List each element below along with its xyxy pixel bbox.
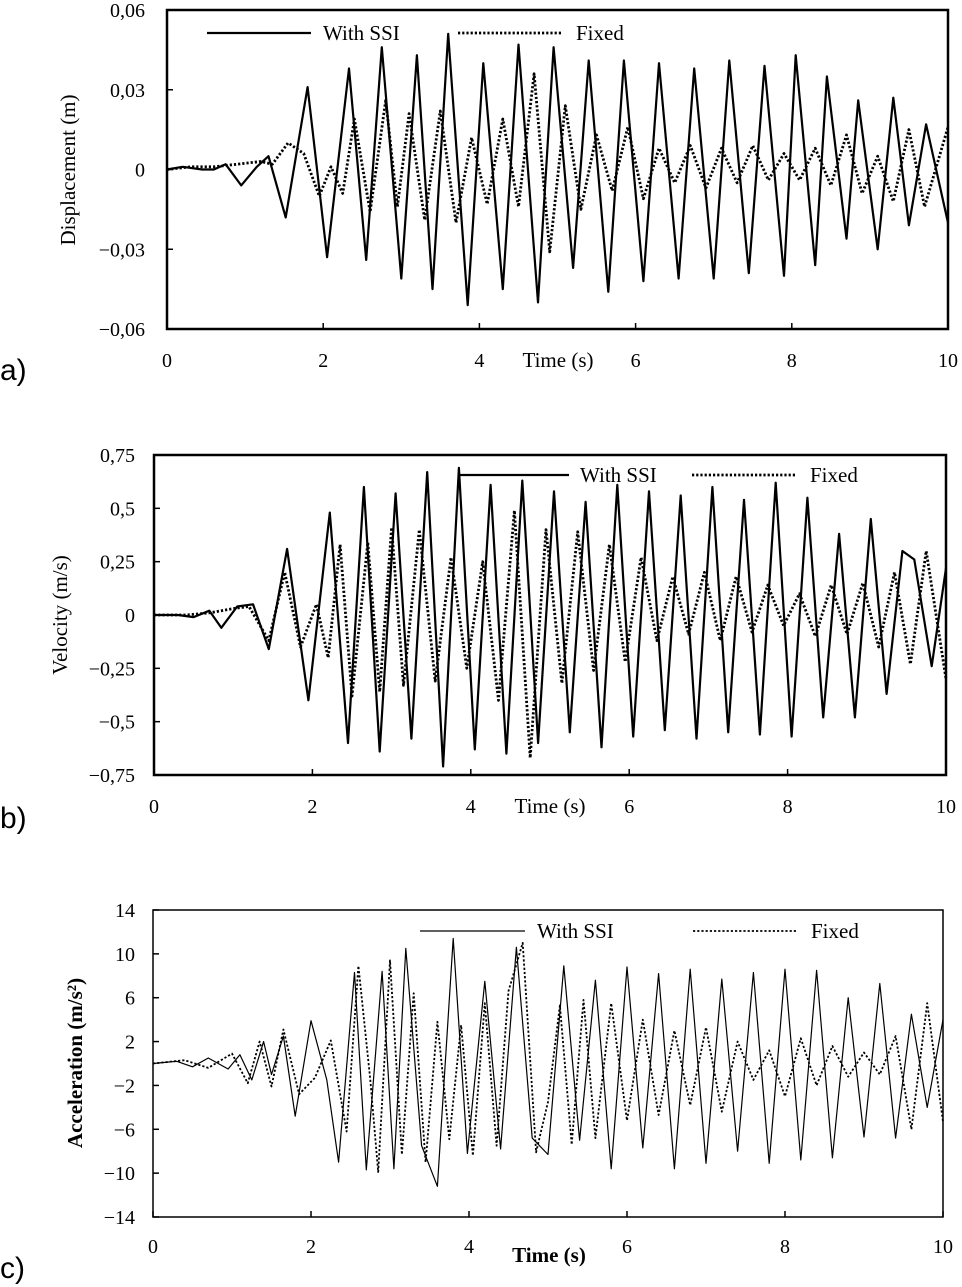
- x-tick-label: 8: [787, 350, 797, 372]
- chart-panel-c: −14 −10 −6 −2 2 6 10 14 0 2 4 6 8 10 With SSI Fixed Time…: [0, 900, 953, 1285]
- series-line-fixed: [152, 942, 944, 1173]
- x-tick-label: 0: [148, 1236, 158, 1258]
- panel-label: c): [0, 1252, 25, 1285]
- y-tick-label: 6: [125, 988, 135, 1010]
- x-tick-label: 0: [162, 350, 172, 372]
- x-axis-title: Time (s): [515, 794, 586, 818]
- legend-label: Fixed: [811, 919, 859, 943]
- x-tick-label: 2: [318, 350, 328, 372]
- y-tick-label: −2: [114, 1075, 135, 1097]
- y-tick-label: 0,25: [100, 552, 135, 574]
- x-tick-label: 10: [933, 1236, 953, 1258]
- x-tick-label: 6: [622, 1236, 632, 1258]
- y-tick-label: 0,5: [110, 498, 135, 520]
- y-tick-label: 0,03: [110, 80, 145, 102]
- plot-frame: [165, 8, 950, 331]
- x-tick-label: 6: [631, 350, 641, 372]
- legend: With SSI Fixed: [207, 21, 624, 45]
- y-tick-label: 0: [125, 605, 135, 627]
- legend-label: With SSI: [580, 463, 657, 487]
- y-tick-label: −0,25: [89, 658, 135, 680]
- x-tick-label: 8: [780, 1236, 790, 1258]
- series-line-fixed: [154, 509, 948, 760]
- y-tick-label: 2: [125, 1032, 135, 1054]
- x-tick-label: 0: [149, 796, 159, 818]
- series-line-fixed: [166, 72, 950, 254]
- plot-frame: [152, 453, 948, 777]
- panel-label: b): [0, 802, 27, 835]
- x-tick-label: 4: [466, 796, 476, 818]
- y-tick-label: −0,5: [99, 712, 135, 734]
- x-axis-title: Time (s): [523, 348, 594, 372]
- x-tick-label: 8: [783, 796, 793, 818]
- legend: With SSI Fixed: [460, 463, 858, 487]
- y-axis-title: Velocity (m/s): [48, 555, 72, 675]
- y-tick-label: −6: [114, 1119, 135, 1141]
- y-tick-label: 0: [135, 160, 145, 182]
- x-tick-label: 6: [624, 796, 634, 818]
- x-axis-title: Time (s): [512, 1243, 586, 1267]
- y-tick-label: −14: [104, 1207, 135, 1229]
- legend: With SSI Fixed: [420, 919, 859, 943]
- series-line-with-ssi: [154, 466, 948, 768]
- chart-panel-b: −0,75 −0,5 −0,25 0 0,25 0,5 0,75 0 2 4 6 8 10 With SS…: [0, 445, 956, 835]
- y-tick-label: 10: [115, 944, 135, 966]
- y-tick-label: 0,75: [100, 445, 135, 467]
- legend-label: Fixed: [576, 21, 624, 45]
- y-tick-label: 0,06: [110, 0, 145, 22]
- legend-label: Fixed: [810, 463, 858, 487]
- y-tick-label: −0,03: [99, 239, 145, 261]
- x-tick-label: 4: [464, 1236, 474, 1258]
- series-line-with-ssi: [166, 32, 950, 307]
- legend-label: With SSI: [537, 919, 614, 943]
- y-tick-label: −0,06: [99, 319, 145, 341]
- x-tick-label: 2: [306, 1236, 316, 1258]
- x-tick-label: 2: [307, 796, 317, 818]
- x-tick-label: 10: [938, 350, 958, 372]
- chart-panel-a: −0,06 −0,03 0 0,03 0,06 0 2 4 6 8 10 With SSI Fixed T…: [0, 0, 958, 387]
- series-line-with-ssi: [152, 937, 944, 1187]
- y-tick-label: 14: [115, 900, 135, 922]
- y-tick-label: −10: [104, 1163, 135, 1185]
- x-tick-label: 10: [936, 796, 956, 818]
- plot-frame: [152, 909, 944, 1218]
- y-axis-title: Acceleration (m/s²): [63, 978, 87, 1148]
- x-tick-label: 4: [474, 350, 484, 372]
- y-axis-title: Displacement (m): [56, 94, 80, 245]
- panel-label: a): [0, 354, 27, 387]
- y-tick-label: −0,75: [89, 765, 135, 787]
- legend-label: With SSI: [323, 21, 400, 45]
